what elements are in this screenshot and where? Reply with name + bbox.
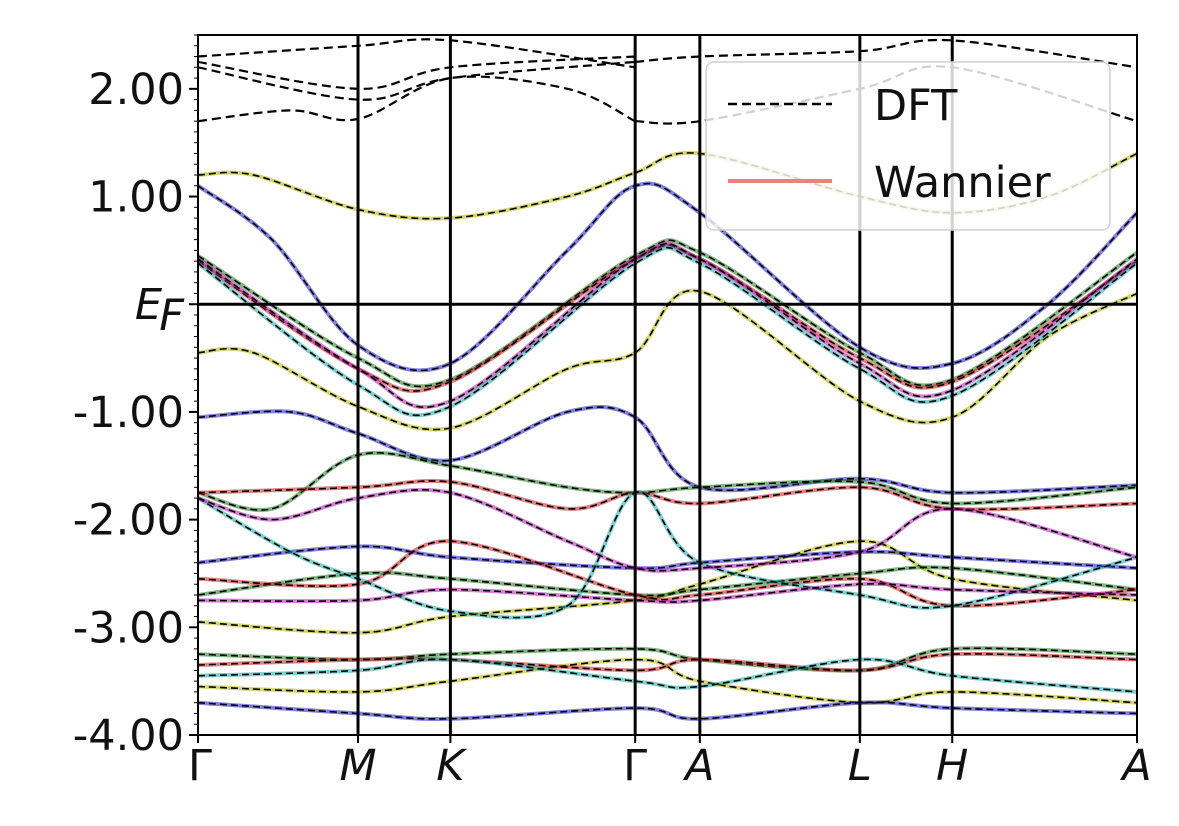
wannier-band-2-2: [198, 700, 1137, 721]
dft-band-2: [198, 75, 636, 123]
kpoint-label: Γ: [188, 741, 212, 791]
y-tick-label: 2.00: [88, 65, 184, 115]
y-tick-label: -1.00: [73, 388, 184, 438]
wannier-band-5-0: [198, 245, 1137, 418]
wannier-band-2-1: [198, 405, 1137, 495]
kpoint-label: Γ: [623, 741, 647, 791]
dft-overlay-band-2-1: [198, 406, 1137, 494]
dft-overlay-band-4-1: [198, 480, 1137, 511]
legend-wannier-label: Wannier: [874, 158, 1051, 208]
y-tick-label-subscript: F: [159, 291, 185, 341]
y-tick-label: -3.00: [73, 603, 184, 653]
dft-overlay-band-3-1: [198, 452, 1137, 511]
wannier-band-2-3: [198, 544, 1137, 571]
dft-overlay-band-5-1: [198, 491, 1137, 619]
kpoint-label: A: [682, 741, 714, 791]
dft-overlay-band-3-2: [198, 566, 1137, 597]
dft-overlay-band-4-2: [198, 653, 1137, 672]
dft-overlay-band-6-1: [198, 489, 1137, 572]
plot-frame: [197, 34, 1138, 736]
legend: DFT Wannier: [705, 61, 1111, 231]
wannier-band-4-1: [198, 478, 1137, 512]
dft-overlay-band-1-1: [198, 289, 1137, 431]
legend-dft-label: DFT: [874, 81, 958, 131]
dft-band-1: [198, 55, 636, 90]
kpoint-label: K: [436, 741, 468, 791]
y-tick-label: E: [135, 280, 163, 330]
kpoint-label: A: [1119, 741, 1151, 791]
kpoint-label: M: [339, 741, 376, 791]
kpoint-label: H: [936, 741, 968, 791]
y-tick-label: 1.00: [88, 173, 184, 223]
dft-band-0: [198, 60, 636, 101]
dft-overlay-band-5-0: [198, 246, 1137, 417]
dft-band-3: [198, 38, 636, 69]
kpoint-label: L: [848, 741, 872, 791]
y-tick-label: -2.00: [73, 496, 184, 546]
dft-band-5: [635, 38, 1137, 69]
y-tick-label: -4.00: [73, 711, 184, 761]
dft-overlay-band-2-3: [198, 545, 1137, 570]
